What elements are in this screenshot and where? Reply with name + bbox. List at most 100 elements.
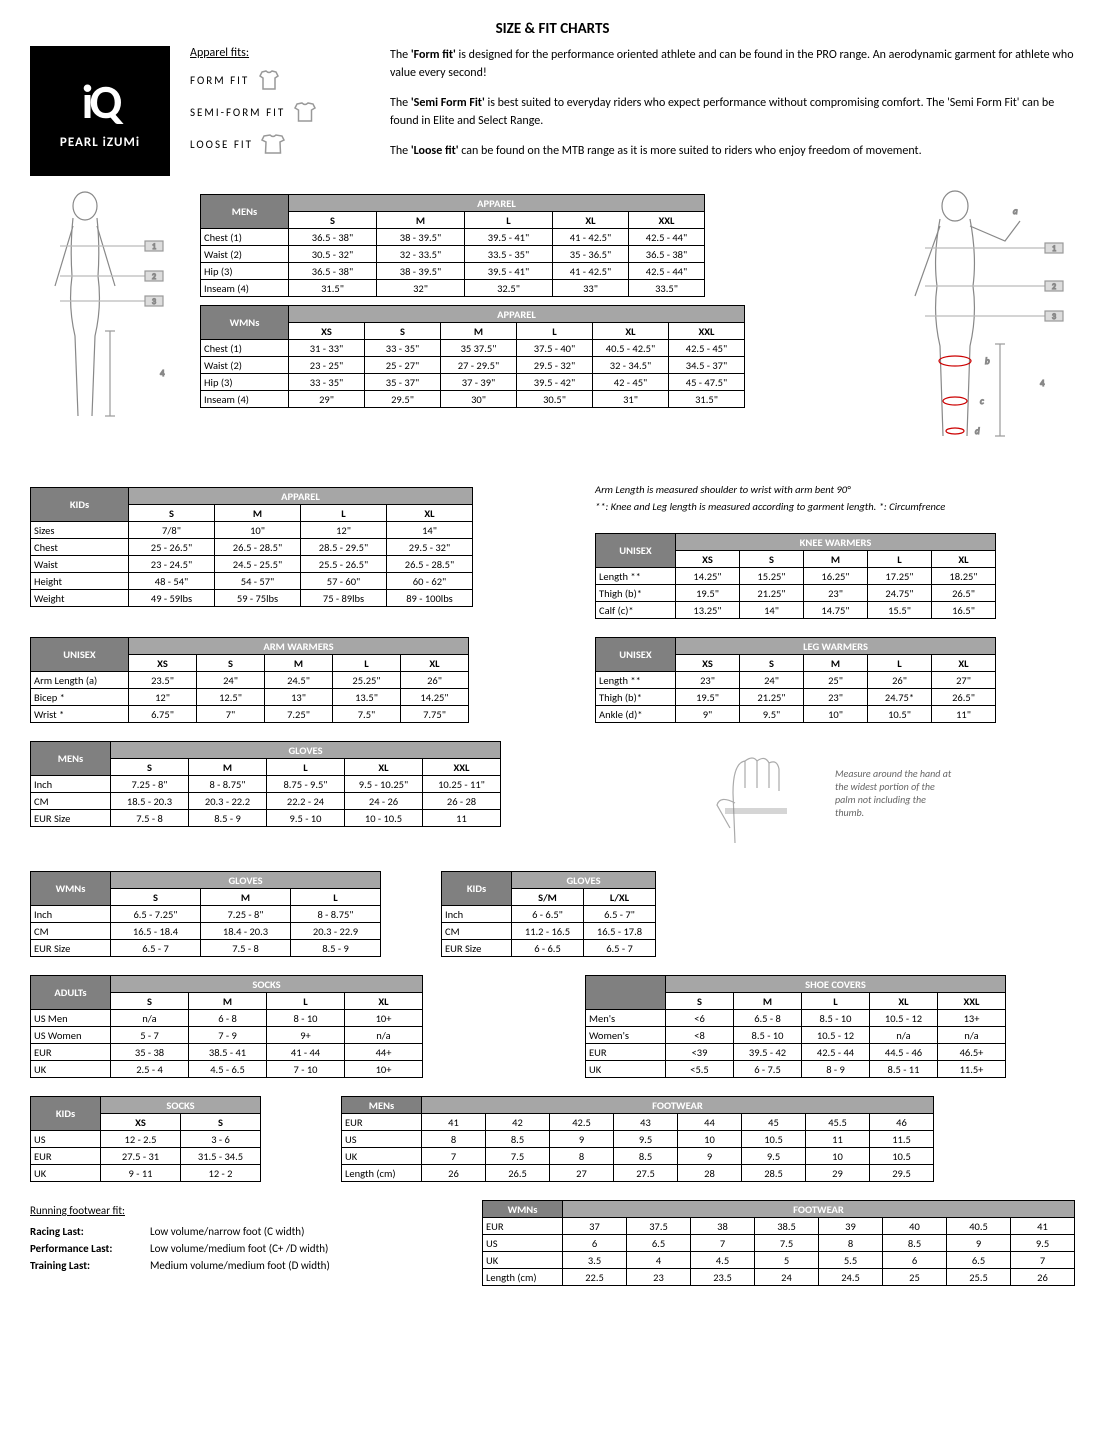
row-label: Inch	[442, 906, 512, 923]
size-col: L	[333, 655, 401, 672]
wmns-footwear-table: WMNsFOOTWEAREUR3737.53838.5394040.541US6…	[482, 1200, 1075, 1286]
fit-types-column: Apparel fits: FORM FIT SEMI-FORM FIT LOO…	[190, 46, 370, 176]
cell: 38	[691, 1218, 755, 1235]
cell: 23 - 25"	[289, 357, 365, 374]
cell: 12"	[129, 689, 197, 706]
cell: 11	[423, 810, 501, 827]
table-row: EUR Size6.5 - 77.5 - 88.5 - 9	[31, 940, 381, 957]
table-row: UK3.544.555.566.57	[483, 1252, 1075, 1269]
table-label: MENs	[31, 742, 111, 776]
cell: 3 - 6	[181, 1131, 261, 1148]
cell: 42.5 - 45"	[669, 340, 745, 357]
row-label: Waist (2)	[201, 246, 289, 263]
arm-length-note: Arm Length is measured shoulder to wrist…	[595, 483, 1075, 496]
running-fit-row: Performance Last:Low volume/medium foot …	[30, 1242, 350, 1255]
cell: 31"	[593, 391, 669, 408]
fit-semi-form: SEMI-FORM FIT	[190, 100, 370, 124]
cell: 26	[1011, 1269, 1075, 1286]
table-row: US Women5 - 77 - 99+n/a	[31, 1027, 423, 1044]
size-col: L/XL	[584, 889, 656, 906]
row-label: Chest (1)	[201, 229, 289, 246]
row-label: CM	[31, 923, 111, 940]
cell: 10.5	[870, 1148, 934, 1165]
cell: 9+	[267, 1027, 345, 1044]
table-header: SOCKS	[111, 976, 423, 993]
svg-text:1: 1	[152, 242, 156, 252]
fits-heading: Apparel fits:	[190, 46, 370, 60]
table-row: Height48 - 54"54 - 57"57 - 60"60 - 62"	[31, 573, 473, 590]
cell: 6.5 - 7.25"	[111, 906, 201, 923]
logo-iq: iQ	[82, 72, 119, 131]
table-row: Chest (1)36.5 - 38"38 - 39.5"39.5 - 41"4…	[201, 229, 705, 246]
size-col: L	[465, 212, 553, 229]
cell: 44.5 - 46	[870, 1044, 938, 1061]
table-row: Women's<88.5 - 1010.5 - 12n/an/a	[586, 1027, 1006, 1044]
cell: 21.25"	[740, 585, 804, 602]
cell: 6 - 6.5	[512, 940, 584, 957]
table-header: GLOVES	[111, 742, 501, 759]
cell: n/a	[870, 1027, 938, 1044]
cell: 26.5"	[932, 689, 996, 706]
cell: 22.2 - 24	[267, 793, 345, 810]
cell: 7	[1011, 1252, 1075, 1269]
cell: 41 - 42.5"	[553, 263, 629, 280]
desc-form: The 'Form fit' is designed for the perfo…	[390, 46, 1075, 82]
cell: 29.5	[870, 1165, 934, 1182]
table-row: US88.599.51010.51111.5	[342, 1131, 934, 1148]
size-col: M	[804, 551, 868, 568]
cell: 6.5 - 7	[111, 940, 201, 957]
cell: 12 - 2.5	[101, 1131, 181, 1148]
cell: 24"	[197, 672, 265, 689]
cell: 26	[422, 1165, 486, 1182]
cell: 75 - 89lbs	[301, 590, 387, 607]
cell: 29.5"	[365, 391, 441, 408]
desc-semi-form: The 'Semi Form Fit' is best suited to ev…	[390, 94, 1075, 130]
cell: <8	[666, 1027, 734, 1044]
cell: 38 - 39.5"	[377, 229, 465, 246]
cell: 23"	[804, 689, 868, 706]
cell: 7 - 10	[267, 1061, 345, 1078]
table-row: EUR414242.543444545.546	[342, 1114, 934, 1131]
cell: 9 - 11	[101, 1165, 181, 1182]
svg-text:a: a	[1013, 206, 1018, 217]
row-label: Thigh (b)*	[596, 689, 676, 706]
size-col: XS	[129, 655, 197, 672]
cell: 24.5"	[265, 672, 333, 689]
cell: 9.5 - 10	[267, 810, 345, 827]
cell: 25.5 - 26.5"	[301, 556, 387, 573]
cell: 89 - 100lbs	[387, 590, 473, 607]
cell: 14.25"	[401, 689, 469, 706]
table-row: Chest25 - 26.5"26.5 - 28.5"28.5 - 29.5"2…	[31, 539, 473, 556]
cell: 5	[755, 1252, 819, 1269]
table-label: WMNs	[483, 1201, 563, 1218]
cell: 36.5 - 38"	[289, 263, 377, 280]
row-label: Arm Length (a)	[31, 672, 129, 689]
cell: 41 - 44	[267, 1044, 345, 1061]
cell: 29	[806, 1165, 870, 1182]
table-row: US66.577.588.599.5	[483, 1235, 1075, 1252]
row-label: Inseam (4)	[201, 280, 289, 297]
cell: 39	[819, 1218, 883, 1235]
row-label: Inch	[31, 906, 111, 923]
cell: 16.5 - 18.4	[111, 923, 201, 940]
row-label: UK	[586, 1061, 666, 1078]
kids-apparel-table: KIDsAPPARELSMLXLSizes7/8"10"12"14"Chest2…	[30, 487, 473, 607]
size-col: M	[189, 759, 267, 776]
table-row: Length **14.25"15.25"16.25"17.25"18.25"	[596, 568, 996, 585]
cell: 35 - 38	[111, 1044, 189, 1061]
row-label: UK	[31, 1061, 111, 1078]
cell: 30.5 - 32"	[289, 246, 377, 263]
cell: 27.5	[614, 1165, 678, 1182]
table-row: EUR Size6 - 6.56.5 - 7	[442, 940, 656, 957]
size-col: XL	[401, 655, 469, 672]
cell: 10	[806, 1148, 870, 1165]
cell: 18.25"	[932, 568, 996, 585]
svg-text:d: d	[975, 426, 980, 437]
cell: 7	[691, 1235, 755, 1252]
cell: 26.5	[486, 1165, 550, 1182]
table-label: MENs	[342, 1097, 422, 1114]
cell: 10.5	[742, 1131, 806, 1148]
row-label: CM	[442, 923, 512, 940]
cell: 16.25"	[804, 568, 868, 585]
shirt-icon	[261, 132, 285, 156]
